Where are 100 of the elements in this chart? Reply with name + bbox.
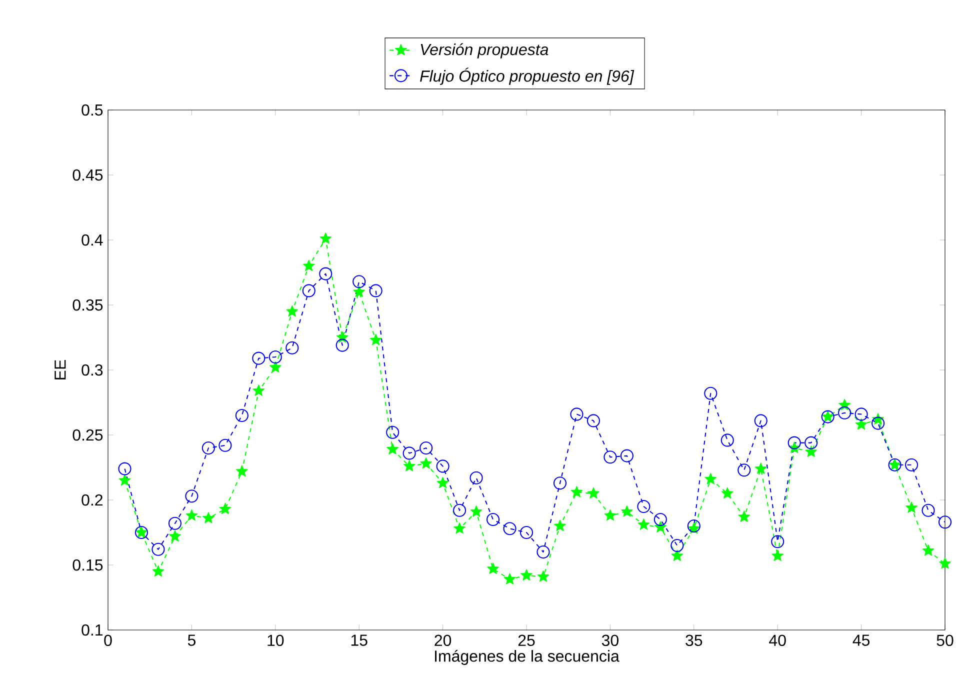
point xyxy=(805,446,818,458)
x-tick-label: 25 xyxy=(518,634,535,646)
point xyxy=(236,465,248,477)
point xyxy=(252,352,266,365)
point xyxy=(688,522,700,534)
point xyxy=(554,520,566,532)
point xyxy=(671,550,684,562)
point xyxy=(553,476,567,490)
y-tick-label: 0.1 xyxy=(82,624,103,636)
x-tick-label: 30 xyxy=(602,634,618,646)
y-tick-label: 0.3 xyxy=(82,364,103,376)
y-tick-label: 0.2 xyxy=(82,494,102,506)
point xyxy=(922,504,935,517)
point xyxy=(168,530,181,542)
point xyxy=(587,487,600,499)
point xyxy=(168,516,182,530)
point xyxy=(586,414,600,428)
point xyxy=(570,408,584,421)
point xyxy=(536,545,550,559)
point xyxy=(771,535,784,548)
point xyxy=(320,232,332,244)
point xyxy=(186,509,198,521)
point xyxy=(704,386,718,400)
point xyxy=(369,284,382,298)
point xyxy=(704,472,717,484)
point xyxy=(537,570,550,582)
point xyxy=(235,408,248,422)
point xyxy=(720,434,734,447)
point xyxy=(638,518,650,530)
x-tick-label: 35 xyxy=(686,634,702,646)
point xyxy=(904,458,918,472)
point xyxy=(386,426,400,439)
point xyxy=(202,441,215,455)
point xyxy=(604,450,617,464)
point xyxy=(352,275,366,288)
point xyxy=(620,505,633,517)
point xyxy=(855,418,868,430)
point xyxy=(788,436,801,450)
point xyxy=(152,565,164,577)
point xyxy=(486,512,500,526)
point xyxy=(487,562,499,574)
legend-label: Flujo Óptico propuesto en [96] xyxy=(420,68,634,85)
legend-label: Versión propuesta xyxy=(420,43,548,58)
point xyxy=(252,384,265,396)
x-tick-label: 45 xyxy=(852,634,870,646)
point xyxy=(470,505,482,517)
point xyxy=(504,573,516,584)
point xyxy=(319,267,332,280)
point xyxy=(269,361,282,373)
point xyxy=(453,504,466,517)
point xyxy=(286,341,299,354)
y-tick-label: 0.5 xyxy=(82,104,103,116)
point xyxy=(302,284,316,298)
point xyxy=(670,538,684,552)
point xyxy=(520,569,532,581)
point xyxy=(218,438,232,452)
point xyxy=(637,500,650,514)
y-tick-label: 0.4 xyxy=(82,234,103,246)
point xyxy=(654,512,667,526)
point xyxy=(436,460,450,473)
point xyxy=(854,408,868,421)
point xyxy=(570,486,583,498)
point xyxy=(687,519,700,533)
point xyxy=(938,516,952,529)
point xyxy=(353,286,366,298)
point xyxy=(370,334,382,346)
point xyxy=(286,305,298,317)
point xyxy=(202,512,214,524)
point xyxy=(152,542,165,556)
point xyxy=(520,526,534,540)
point xyxy=(470,471,483,484)
point xyxy=(503,522,516,536)
point xyxy=(772,550,784,562)
point xyxy=(420,441,433,455)
point xyxy=(403,460,416,472)
point xyxy=(118,474,131,486)
point xyxy=(838,406,852,420)
point xyxy=(302,260,315,272)
point xyxy=(185,490,198,503)
point xyxy=(336,338,349,352)
y-axis-title: EE xyxy=(54,360,66,380)
point xyxy=(268,350,282,364)
x-tick-label: 5 xyxy=(188,634,196,646)
y-tick-label: 0.45 xyxy=(72,169,103,181)
point xyxy=(620,449,634,462)
point xyxy=(804,436,818,450)
point xyxy=(738,464,751,477)
x-tick-label: 0 xyxy=(104,634,112,646)
point xyxy=(754,414,768,428)
point xyxy=(906,502,918,513)
x-tick-label: 40 xyxy=(769,634,786,646)
point xyxy=(386,443,399,454)
point xyxy=(420,457,432,469)
point xyxy=(922,544,934,556)
x-tick-label: 15 xyxy=(351,634,368,646)
point xyxy=(436,476,449,488)
y-tick-label: 0.15 xyxy=(72,559,103,571)
point xyxy=(754,462,767,474)
x-axis-title: Imágenes de la secuencia xyxy=(435,650,620,665)
x-tick-label: 20 xyxy=(434,634,452,646)
